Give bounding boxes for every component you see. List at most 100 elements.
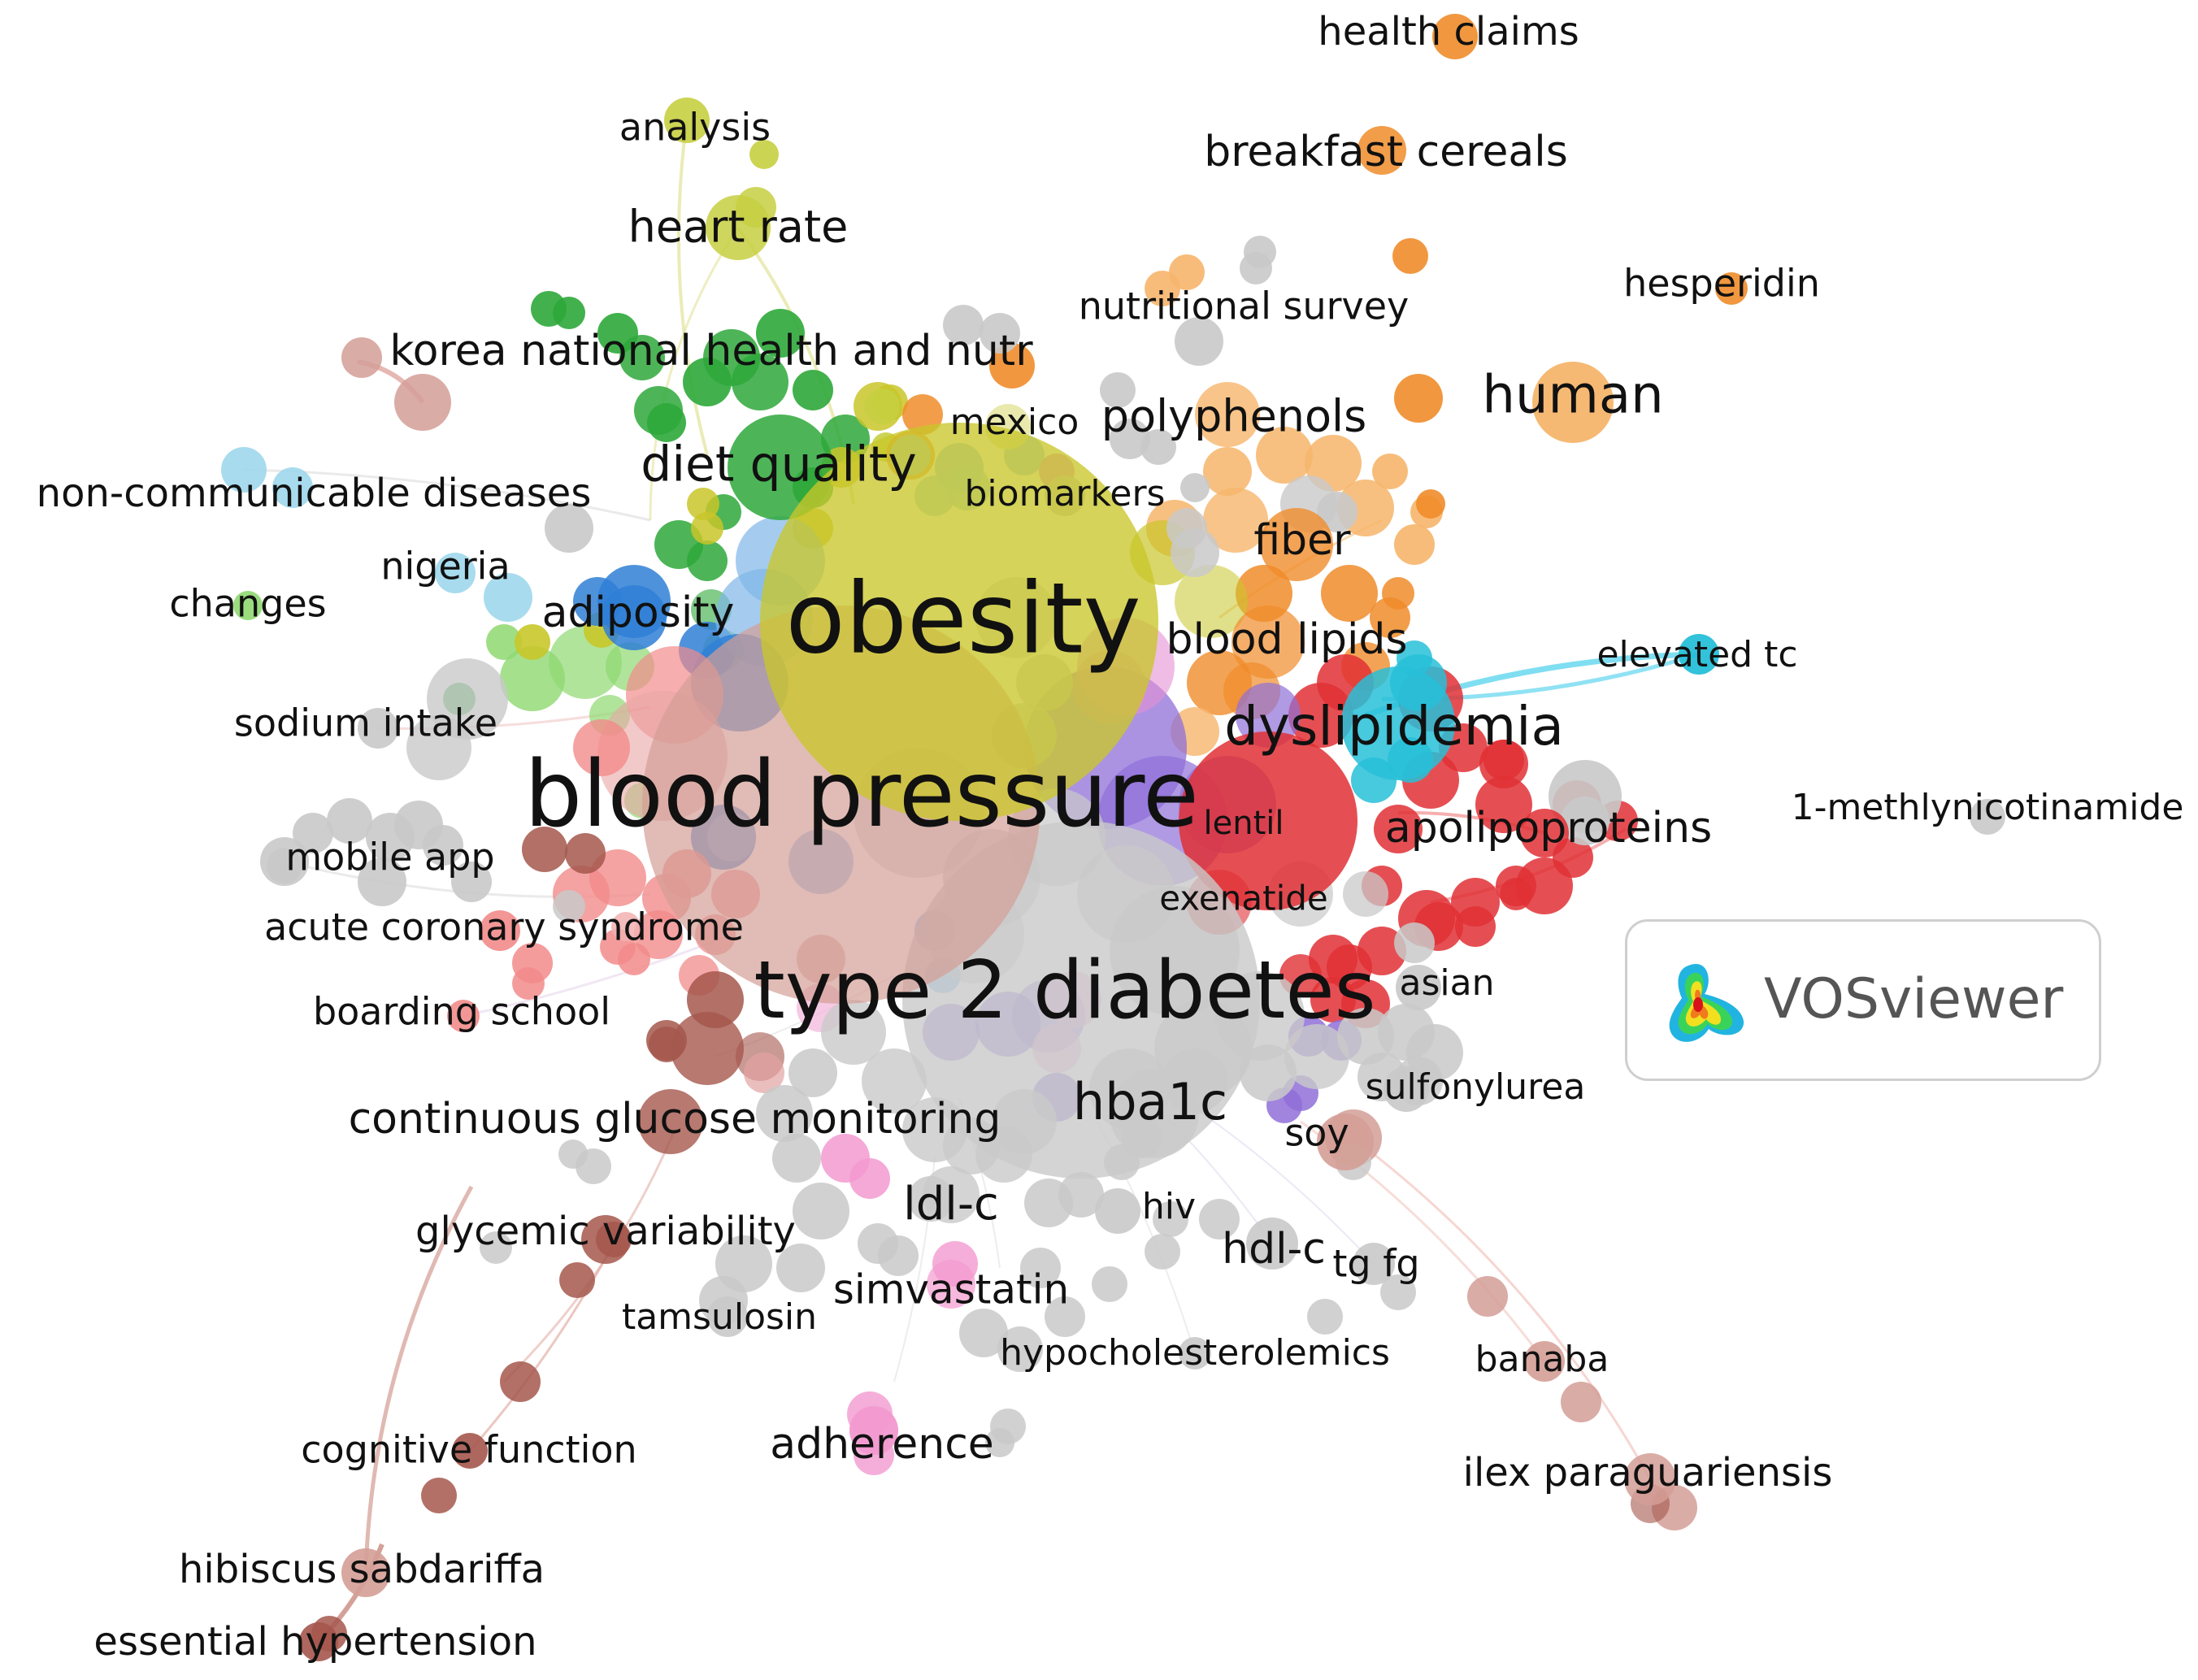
- mobile-app-bubble: [260, 837, 309, 886]
- nutritional-survey-label: nutritional survey: [1079, 284, 1410, 328]
- dyslipidemia-bubble: [1341, 666, 1455, 780]
- hiv-label: hiv: [1142, 1186, 1196, 1227]
- tg-fg-label: tg fg: [1332, 1242, 1419, 1286]
- network-edge: [1373, 1153, 1652, 1480]
- keyword-bubble: [1203, 488, 1268, 553]
- continuous-glucose-monitoring-bubble: [638, 1089, 703, 1154]
- vosviewer-name: VOSviewer: [1764, 967, 2064, 1031]
- keyword-bubble: [1455, 906, 1496, 947]
- hdl-c-bubble: [1246, 1218, 1298, 1270]
- keyword-bubble: [1240, 1044, 1297, 1101]
- hesperidin-bubble: [1715, 272, 1748, 305]
- keyword-bubble: [366, 813, 415, 862]
- keyword-bubble: [406, 715, 471, 780]
- keyword-bubble: [1284, 1024, 1349, 1089]
- keyword-bubble: [1372, 454, 1408, 489]
- keyword-bubble: [1561, 1382, 1601, 1422]
- analysis-label: analysis: [619, 106, 771, 150]
- keyword-bubble: [1256, 427, 1313, 484]
- keyword-bubble: [793, 370, 833, 410]
- keyword-bubble: [1140, 429, 1176, 465]
- soy-label: soy: [1284, 1111, 1349, 1155]
- boarding-school-label: boarding school: [313, 990, 610, 1034]
- keyword-bubble: [634, 910, 683, 959]
- korea-label: korea national health and nutr: [389, 327, 1033, 376]
- keyword-bubble: [565, 833, 606, 874]
- continuous-glucose-monitoring-label: continuous glucose monitoring: [349, 1095, 1001, 1144]
- glycemic-variability-label: glycemic variability: [415, 1209, 796, 1254]
- network-edge: [463, 933, 732, 1018]
- keyword-bubble: [959, 1309, 1008, 1357]
- network-bubbles: [221, 14, 2005, 1661]
- vosviewer-badge: VOSviewer: [1625, 919, 2101, 1081]
- simvastatin-bubble: [927, 1260, 975, 1309]
- hiv-bubble: [1095, 1188, 1140, 1234]
- keyword-bubble: [849, 1158, 890, 1199]
- analysis-bubble: [664, 98, 710, 143]
- keyword-bubble: [1394, 524, 1435, 565]
- blood-lipids-bubble: [1231, 606, 1305, 679]
- breakfast-cereals-bubble: [1357, 126, 1406, 175]
- nigeria-label: nigeria: [380, 545, 510, 588]
- type-2-diabetes-label: type 2 diabetes: [754, 944, 1375, 1037]
- keyword-bubble: [421, 1478, 457, 1513]
- vosviewer-logo-icon: [1669, 964, 1744, 1042]
- asian-bubble: [1396, 965, 1441, 1010]
- soy-bubble: [1317, 1113, 1374, 1170]
- keyword-bubble: [515, 624, 550, 660]
- cognitive-function-label: cognitive function: [301, 1428, 636, 1472]
- human-label: human: [1482, 366, 1663, 426]
- keyword-bubble: [1169, 254, 1205, 290]
- blood-lipids-label: blood lipids: [1166, 615, 1407, 664]
- obesity-bubble: [760, 423, 1158, 821]
- mobile-app-label: mobile app: [285, 836, 494, 879]
- keyword-bubble: [649, 1027, 684, 1062]
- keyword-bubble: [423, 825, 463, 866]
- ilex-paraguariensis-label: ilex paraguariensis: [1463, 1450, 1833, 1496]
- sodium-intake-bubble: [358, 708, 398, 749]
- elevated-tc-bubble: [1679, 634, 1719, 675]
- keyword-bubble: [1561, 797, 1609, 845]
- keyword-bubble: [500, 1361, 541, 1402]
- dyslipidemia-label: dyslipidemia: [1224, 695, 1564, 758]
- keyword-bubble: [756, 309, 805, 358]
- glycemic-variability-bubble: [581, 1215, 630, 1264]
- keyword-bubble: [553, 890, 585, 922]
- apolipoproteins-bubble: [1520, 809, 1569, 857]
- keyword-bubble: [1058, 1172, 1104, 1218]
- keyword-bubble: [486, 624, 522, 660]
- keyword-bubble: [744, 1053, 784, 1093]
- essential-hypertension-label: essential hypertension: [93, 1619, 536, 1665]
- keyword-bubble: [1475, 776, 1532, 833]
- lentil-bubble: [1179, 731, 1357, 910]
- keyword-bubble: [1244, 236, 1276, 268]
- keyword-bubble: [1416, 489, 1445, 519]
- keyword-bubble: [1153, 1201, 1188, 1237]
- non-communicable-diseases-bubble: [221, 447, 267, 493]
- health-claims-label: health claims: [1318, 9, 1579, 54]
- keyword-bubble: [821, 1000, 886, 1065]
- acute-coronary-syndrome-bubble: [480, 910, 520, 951]
- keyword-bubble: [943, 305, 984, 345]
- acute-coronary-syndrome-label: acute coronary syndrome: [264, 905, 744, 949]
- tamsulosin-bubble: [707, 1296, 748, 1337]
- keyword-bubble: [1199, 1199, 1240, 1239]
- network-edge: [677, 119, 709, 456]
- keyword-bubble: [1171, 528, 1219, 577]
- keyword-bubble: [1045, 1296, 1085, 1337]
- network-edge: [502, 1129, 676, 1383]
- keyword-bubble: [358, 857, 406, 906]
- keyword-bubble: [619, 335, 665, 380]
- keyword-bubble: [1380, 1274, 1416, 1310]
- tg-fg-bubble: [1353, 1243, 1395, 1285]
- keyword-bubble: [394, 374, 451, 431]
- keyword-bubble: [1500, 878, 1532, 910]
- keyword-bubble: [756, 1085, 813, 1142]
- 1-methlynicotinamide-label: 1-methlynicotinamide: [1792, 787, 2184, 828]
- keyword-bubble: [878, 1235, 919, 1276]
- nutritional-survey-bubble: [1175, 317, 1223, 366]
- keyword-bubble: [1343, 871, 1388, 917]
- adiposity-bubble: [597, 565, 671, 638]
- 1-methlynicotinamide-bubble: [1970, 799, 2005, 835]
